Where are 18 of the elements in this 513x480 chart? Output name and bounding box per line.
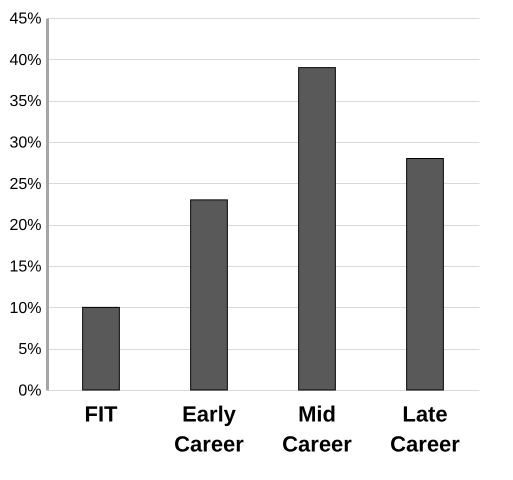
x-tick-label: FIT <box>84 402 118 426</box>
bar <box>82 306 120 390</box>
y-tick-label: 5% <box>18 341 42 358</box>
y-tick-label: 25% <box>9 176 42 193</box>
x-tick-label: Early Career <box>174 402 244 456</box>
y-tick-label: 15% <box>9 258 42 276</box>
y-tick-label: 0% <box>18 382 42 400</box>
y-tick-label: 30% <box>9 134 42 152</box>
bar <box>190 199 228 390</box>
bar <box>406 158 444 390</box>
y-tick-label: 10% <box>9 300 42 317</box>
x-tick-label: Mid Career <box>282 402 352 456</box>
bar <box>298 67 336 390</box>
y-tick-label: 45% <box>9 10 42 28</box>
y-tick-label: 35% <box>9 93 42 110</box>
y-tick-label: 20% <box>9 217 42 234</box>
x-tick-label: Late Career <box>390 402 460 456</box>
y-tick-label: 40% <box>9 52 42 69</box>
